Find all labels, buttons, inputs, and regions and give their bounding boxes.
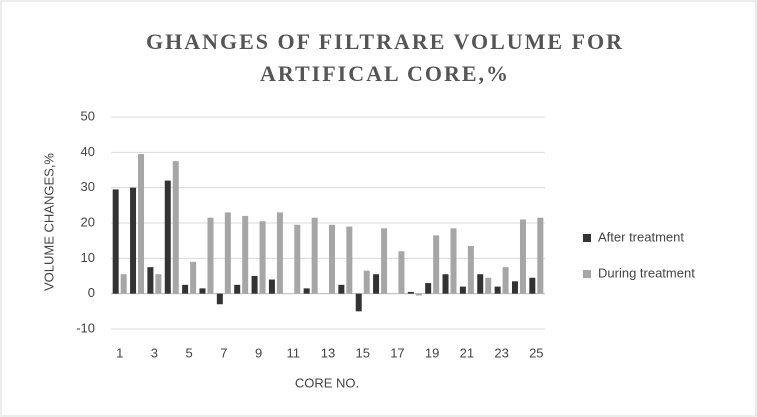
y-tick-label: 0	[88, 285, 95, 300]
bar	[433, 235, 440, 294]
x-tick-label: 25	[529, 345, 543, 360]
x-tick-label: 1	[116, 345, 123, 360]
x-tick-label: 11	[287, 345, 301, 360]
bar	[242, 215, 249, 294]
bar	[537, 217, 544, 294]
bar	[459, 286, 466, 294]
bar	[112, 189, 119, 294]
bar	[529, 277, 536, 294]
bar	[511, 281, 518, 294]
x-tick-label: 17	[390, 345, 404, 360]
bar	[485, 277, 492, 294]
bar	[190, 261, 197, 294]
chart-title: GHANGES OF FILTRARE VOLUME FOR	[146, 29, 624, 54]
legend-label: After treatment	[598, 229, 684, 244]
y-axis-label: VOLUME CHANGES,%	[41, 153, 56, 291]
bar	[442, 274, 449, 294]
y-tick-label: -10	[76, 320, 95, 335]
x-tick-label: 13	[321, 345, 335, 360]
legend-swatch	[583, 234, 591, 242]
bar	[467, 245, 474, 294]
bar	[398, 251, 405, 294]
bar	[147, 267, 154, 294]
x-tick-label: 3	[151, 345, 158, 360]
bar	[120, 274, 127, 294]
x-tick-label: 5	[186, 345, 193, 360]
x-tick-label: 7	[220, 345, 227, 360]
bar	[502, 267, 509, 294]
bar	[155, 274, 162, 294]
x-tick-label: 15	[355, 345, 369, 360]
bar	[172, 161, 179, 294]
bar	[494, 286, 501, 294]
bar	[207, 217, 214, 294]
bar	[138, 154, 145, 294]
bar	[355, 293, 362, 312]
bar	[294, 224, 301, 294]
bar	[373, 274, 380, 294]
bar	[164, 180, 171, 294]
bar	[346, 226, 353, 294]
bar	[216, 293, 223, 305]
bar	[251, 276, 258, 294]
bar	[259, 221, 266, 294]
bar	[268, 279, 275, 294]
bar	[425, 283, 432, 294]
bar	[363, 270, 370, 294]
bar	[477, 274, 484, 294]
bar	[130, 187, 137, 294]
x-tick-label: 9	[255, 345, 262, 360]
bar	[182, 284, 189, 294]
bar	[381, 228, 388, 294]
bar	[234, 284, 241, 294]
y-tick-label: 10	[81, 250, 95, 265]
bar	[329, 224, 335, 294]
x-tick-label: 19	[425, 345, 439, 360]
bar	[407, 291, 414, 294]
chart-title: ARTIFICAL CORE,%	[260, 61, 510, 86]
bar	[224, 212, 231, 294]
legend-swatch	[583, 270, 591, 278]
y-tick-label: 20	[81, 214, 95, 229]
bar	[450, 228, 457, 294]
bar	[311, 217, 318, 294]
x-axis-label: CORE NO.	[295, 375, 359, 390]
bar	[519, 219, 526, 294]
y-tick-label: 50	[81, 108, 95, 123]
y-tick-label: 40	[81, 144, 95, 159]
bar	[415, 293, 422, 296]
x-tick-label: 23	[494, 345, 508, 360]
legend-label: During treatment	[598, 265, 695, 280]
bar	[338, 284, 345, 294]
x-tick-label: 21	[460, 345, 474, 360]
bar	[303, 288, 310, 294]
bar	[199, 288, 206, 294]
y-tick-label: 30	[81, 179, 95, 194]
bar	[276, 212, 283, 294]
